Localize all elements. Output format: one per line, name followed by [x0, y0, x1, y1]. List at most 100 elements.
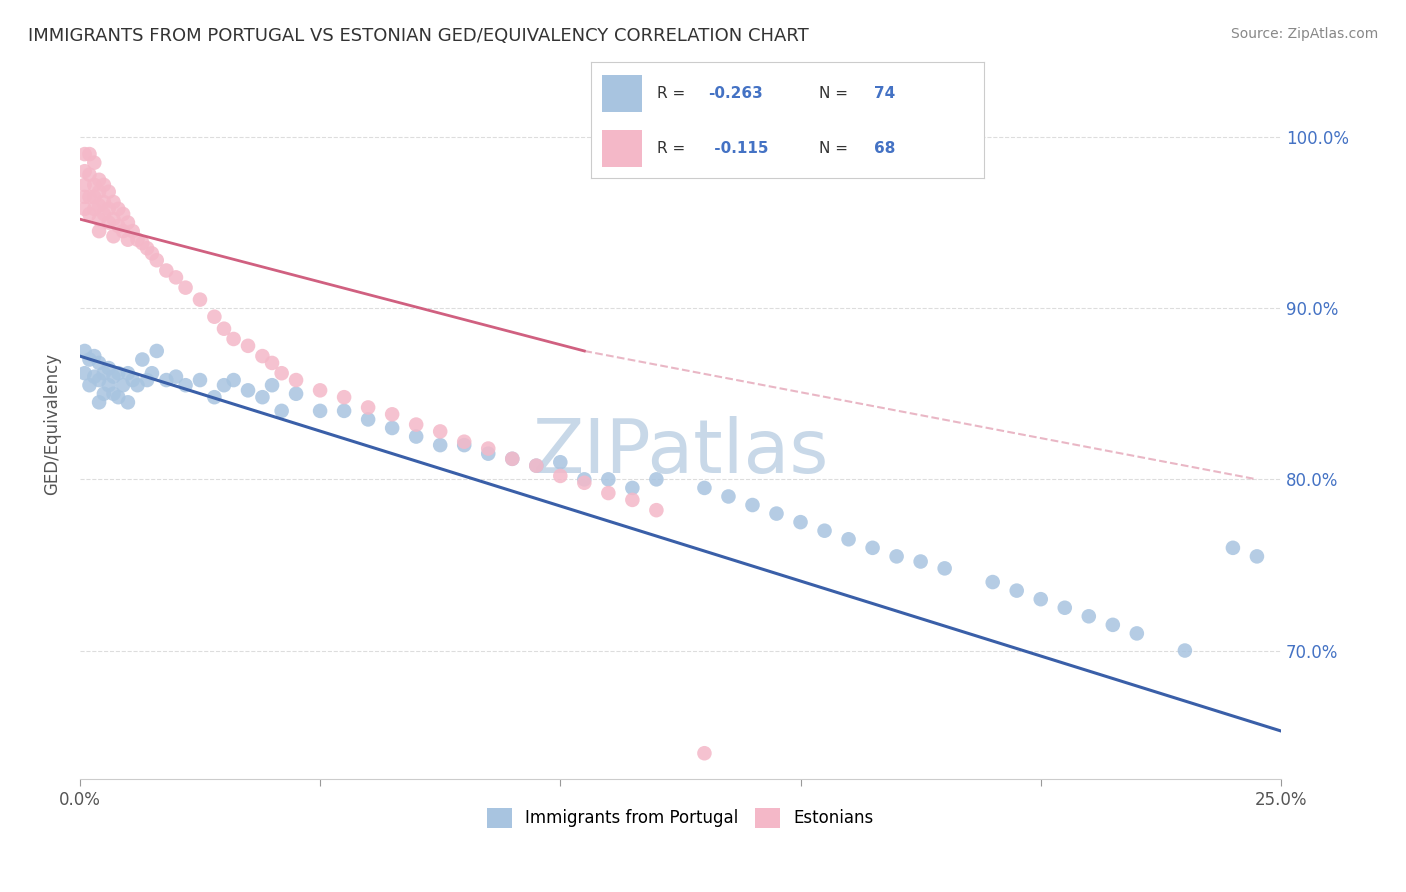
Point — [222, 332, 245, 346]
Point — [260, 356, 283, 370]
Text: N =: N = — [818, 87, 852, 102]
Point — [453, 438, 475, 452]
Point — [87, 224, 110, 238]
Point — [165, 270, 187, 285]
Point — [93, 366, 115, 380]
Point — [174, 280, 197, 294]
Point — [252, 349, 274, 363]
Point — [112, 207, 135, 221]
Point — [405, 417, 427, 432]
Point — [145, 343, 167, 358]
Point — [127, 378, 149, 392]
Point — [83, 155, 105, 169]
Point — [103, 229, 125, 244]
Point — [107, 390, 129, 404]
Point — [202, 310, 225, 324]
Point — [270, 404, 292, 418]
Point — [117, 216, 139, 230]
Point — [145, 253, 167, 268]
Point — [405, 429, 427, 443]
Point — [202, 390, 225, 404]
Point — [73, 366, 96, 380]
Text: ZIPatlas: ZIPatlas — [533, 416, 828, 489]
Point — [598, 472, 620, 486]
Text: N =: N = — [818, 141, 852, 156]
Point — [574, 475, 596, 490]
Point — [73, 190, 96, 204]
Point — [765, 507, 787, 521]
Point — [117, 395, 139, 409]
Point — [789, 515, 811, 529]
Point — [477, 442, 499, 456]
Point — [97, 361, 120, 376]
Point — [693, 746, 716, 760]
Point — [79, 378, 101, 392]
Point — [270, 366, 292, 380]
Y-axis label: GED/Equivalency: GED/Equivalency — [44, 352, 60, 495]
Point — [550, 469, 572, 483]
Point — [501, 451, 523, 466]
Point — [598, 486, 620, 500]
Point — [87, 212, 110, 227]
Point — [429, 425, 451, 439]
Point — [127, 233, 149, 247]
Point — [693, 481, 716, 495]
Point — [524, 458, 547, 473]
Point — [93, 207, 115, 221]
Point — [717, 490, 740, 504]
Point — [621, 492, 644, 507]
Point — [97, 378, 120, 392]
Point — [1126, 626, 1149, 640]
Point — [1222, 541, 1244, 555]
Point — [333, 390, 356, 404]
Text: -0.115: -0.115 — [709, 141, 768, 156]
Text: -0.263: -0.263 — [709, 87, 763, 102]
Point — [121, 224, 143, 238]
Point — [83, 178, 105, 192]
Point — [357, 401, 380, 415]
Point — [121, 373, 143, 387]
Point — [83, 190, 105, 204]
Point — [1029, 592, 1052, 607]
Point — [79, 147, 101, 161]
Point — [645, 472, 668, 486]
Point — [107, 366, 129, 380]
Point — [112, 224, 135, 238]
Point — [117, 366, 139, 380]
Point — [222, 373, 245, 387]
Text: IMMIGRANTS FROM PORTUGAL VS ESTONIAN GED/EQUIVALENCY CORRELATION CHART: IMMIGRANTS FROM PORTUGAL VS ESTONIAN GED… — [28, 27, 808, 45]
Point — [155, 263, 177, 277]
Point — [1101, 618, 1123, 632]
Point — [141, 366, 163, 380]
Point — [357, 412, 380, 426]
Point — [741, 498, 763, 512]
Point — [112, 378, 135, 392]
Point — [87, 198, 110, 212]
Point — [131, 236, 153, 251]
Point — [886, 549, 908, 564]
Point — [131, 352, 153, 367]
Point — [1246, 549, 1268, 564]
Point — [73, 343, 96, 358]
Point — [260, 378, 283, 392]
Point — [79, 207, 101, 221]
Point — [621, 481, 644, 495]
Point — [97, 216, 120, 230]
Point — [309, 384, 332, 398]
Text: Source: ZipAtlas.com: Source: ZipAtlas.com — [1230, 27, 1378, 41]
Point — [1005, 583, 1028, 598]
Point — [188, 293, 211, 307]
Point — [165, 369, 187, 384]
Point — [574, 472, 596, 486]
Point — [1174, 643, 1197, 657]
Point — [83, 369, 105, 384]
Point — [87, 173, 110, 187]
Point — [381, 407, 404, 421]
Point — [83, 349, 105, 363]
Point — [838, 533, 860, 547]
Point — [981, 575, 1004, 590]
Text: R =: R = — [658, 141, 690, 156]
Point — [212, 378, 235, 392]
Point — [453, 434, 475, 449]
Point — [73, 178, 96, 192]
